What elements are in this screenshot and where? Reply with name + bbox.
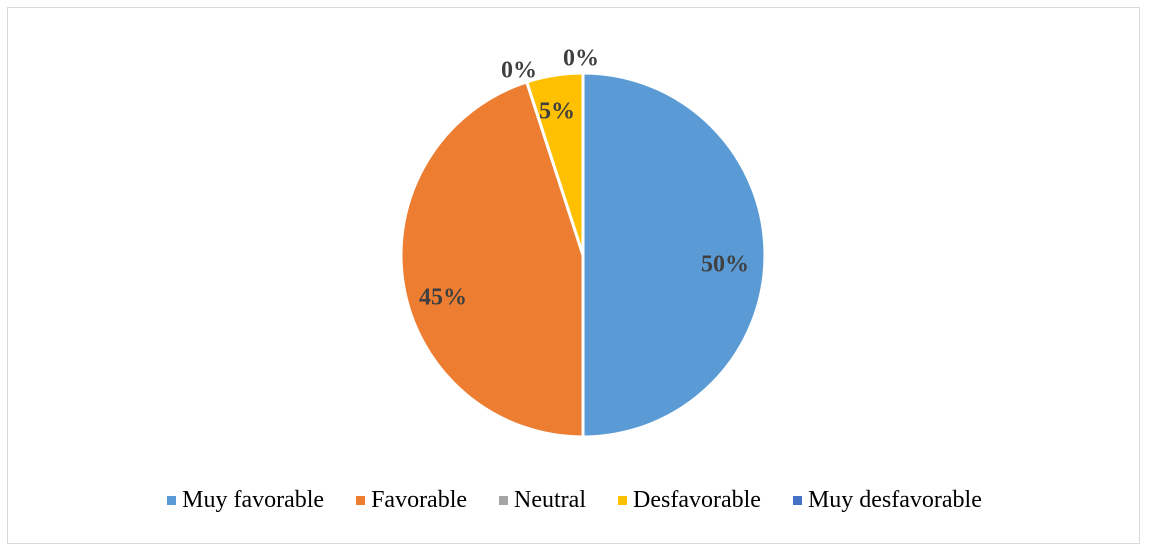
legend-label: Muy desfavorable [807,487,982,513]
pie-slice-muy-favorable [581,71,767,439]
pie-slice-favorable [399,80,585,439]
legend-swatch [356,496,366,505]
data-label-neutral: 0% [501,58,537,84]
legend-item-muy-desfavorable: Muy desfavorable [792,487,982,514]
legend-label: Desfavorable [633,487,761,513]
data-labels: 50%45%0%5%0% [419,46,749,311]
legend-item-muy-favorable: Muy favorable [167,487,324,514]
pie-slice-desfavorable [525,71,585,257]
legend-swatch [618,496,627,505]
legend-swatch [792,496,802,505]
data-label-desfavorable: 5% [539,99,575,125]
legend-item-neutral: Neutral [499,487,586,514]
legend-label: Muy favorable [182,487,325,513]
data-label-favorable: 45% [419,285,467,311]
legend-item-favorable: Favorable [356,487,467,514]
pie-slices [399,71,767,439]
legend: Muy favorable Favorable Neutral Desfavorabl… [0,487,1149,514]
legend-item-desfavorable: Desfavorable [618,487,761,514]
legend-label: Neutral [514,487,586,513]
legend-swatch [167,496,177,505]
legend-label: Favorable [371,487,468,513]
legend-swatch [499,496,509,505]
data-label-muy-desfavorable: 0% [563,46,599,72]
data-label-muy-favorable: 50% [701,252,749,278]
